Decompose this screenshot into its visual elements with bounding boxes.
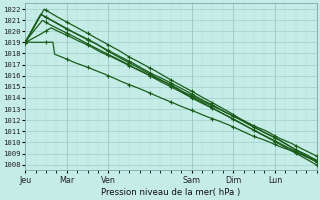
X-axis label: Pression niveau de la mer( hPa ): Pression niveau de la mer( hPa ) xyxy=(101,188,240,197)
